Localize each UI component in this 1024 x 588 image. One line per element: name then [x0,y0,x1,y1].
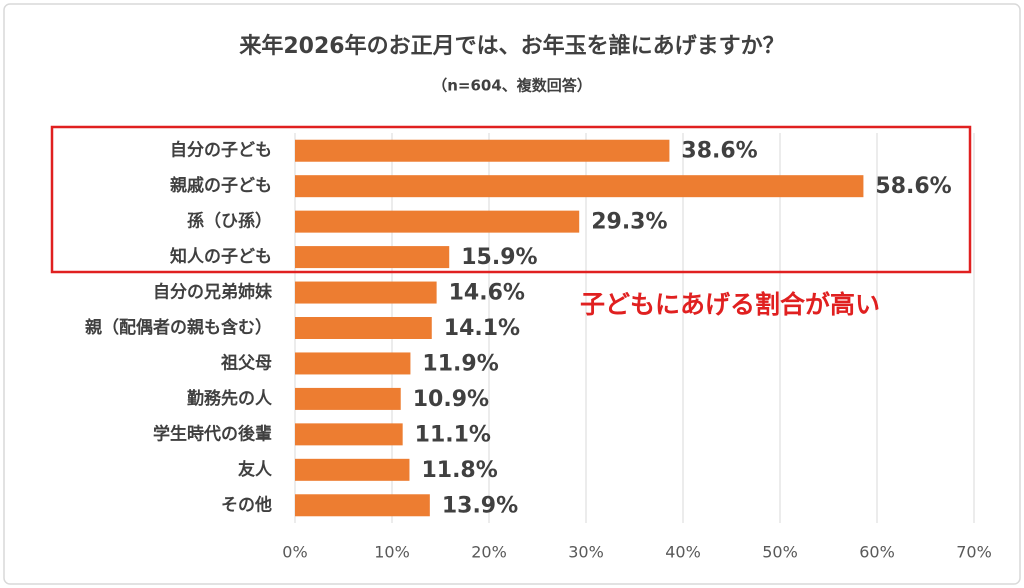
value-label: 14.6% [449,281,525,306]
x-tick-label: 60% [859,543,895,562]
bar [295,352,411,375]
x-tick-label: 70% [956,543,992,562]
value-label: 10.9% [413,387,489,412]
y-tick-label: 親戚の子ども [170,175,272,196]
highlight-box [50,125,972,274]
bar [295,139,670,162]
bar [295,423,403,446]
value-label: 38.6% [681,139,757,164]
y-tick-label: 勤務先の人 [187,388,273,409]
bar [295,494,430,517]
value-label: 11.9% [422,351,498,376]
x-tick-label: 50% [762,543,798,562]
x-tick-label: 30% [568,543,604,562]
value-label: 15.9% [461,245,537,270]
y-tick-label: 友人 [238,459,273,480]
y-tick-label: 学生時代の後輩 [153,423,272,444]
value-label: 14.1% [444,316,520,341]
value-label: 13.9% [442,493,518,518]
bar [295,210,580,233]
bar [295,246,450,269]
x-tick-label: 0% [282,543,307,562]
x-tick-label: 20% [471,543,507,562]
value-label: 11.8% [421,458,497,483]
annotation: 子どもにあげる割合が高い [580,290,880,319]
value-label: 58.6% [875,174,951,199]
x-tick-label: 10% [374,543,410,562]
value-label: 11.1% [415,422,491,447]
value-label: 29.3% [591,210,667,235]
chart-frame [3,3,1021,585]
bars: 自分の子ども 38.6% 親戚の子ども 58.6% 孫（ひ孫） 29.3% 知人の子ども 15… [85,139,952,519]
x-tick-label: 40% [665,543,701,562]
grid: 0% 10% 20% 30% 40% 50% 60% 70% [282,133,992,562]
chart-title: 来年2026年のお正月では、お年玉を誰にあげますか？ [238,33,784,59]
bar [295,458,410,481]
bar [295,281,437,304]
bar [295,387,401,410]
y-tick-label: 祖父母 [220,352,272,373]
y-tick-label: 孫（ひ孫） [187,211,272,232]
y-tick-label: その他 [221,494,272,515]
bar [295,317,432,339]
y-tick-label: 自分の兄弟姉妹 [153,282,273,303]
y-tick-label: 自分の子ども [170,140,272,161]
y-tick-label: 知人の子ども [169,246,272,267]
bar [295,175,864,198]
chart-subtitle: （n=604、複数回答） [432,77,592,95]
y-tick-label: 親（配偶者の親も含む） [85,317,272,338]
